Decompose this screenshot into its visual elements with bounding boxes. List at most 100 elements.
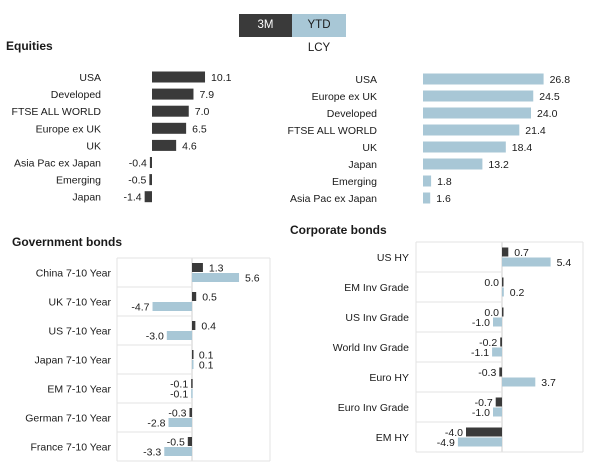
- bar: [423, 192, 431, 204]
- category-label: Asia Pac ex Japan: [290, 193, 377, 205]
- bar-ytd: [457, 437, 502, 447]
- category-label: UK: [362, 142, 377, 154]
- bar-3m: [502, 277, 504, 287]
- data-label: -3.3: [143, 447, 161, 459]
- legend: 3M LCY YTD LCY: [239, 14, 346, 54]
- bar-3m: [187, 437, 192, 446]
- data-label: -0.4: [129, 158, 147, 170]
- corporate-bonds-title: Corporate bonds: [290, 223, 387, 237]
- bar-ytd: [493, 317, 502, 327]
- category-label: US HY: [377, 252, 409, 264]
- data-label: 7.9: [199, 89, 214, 101]
- legend-ytd-lcy[interactable]: YTD LCY: [292, 14, 346, 54]
- data-label: -4.0: [445, 427, 463, 439]
- data-label: 13.2: [488, 159, 509, 171]
- category-label: Europe ex UK: [36, 123, 101, 135]
- data-label: 0.5: [202, 292, 217, 304]
- bar: [152, 122, 187, 134]
- bar: [423, 175, 432, 187]
- bar-ytd: [492, 347, 502, 357]
- data-label: 0.4: [201, 321, 216, 333]
- data-label: -0.1: [170, 389, 188, 401]
- data-label: -0.5: [128, 175, 146, 187]
- category-label: Developed: [51, 89, 101, 101]
- bar: [152, 88, 194, 100]
- data-label: 0.1: [199, 350, 214, 362]
- category-label: Developed: [327, 108, 377, 120]
- bar-3m: [502, 307, 504, 317]
- government-bonds-title: Government bonds: [12, 235, 123, 249]
- bar-ytd: [191, 389, 193, 398]
- category-label: Euro HY: [369, 372, 409, 384]
- data-label: -3.0: [146, 331, 164, 343]
- data-label: -0.3: [168, 408, 186, 420]
- data-label: 5.4: [557, 257, 572, 269]
- category-label: FTSE ALL WORLD: [12, 106, 102, 118]
- category-label: World Inv Grade: [333, 342, 409, 354]
- data-label: 21.4: [525, 125, 546, 137]
- bar-3m: [192, 263, 203, 272]
- category-label: FTSE ALL WORLD: [288, 125, 378, 137]
- bar-ytd: [502, 287, 504, 297]
- category-label: EM 7-10 Year: [47, 384, 111, 396]
- bar: [152, 105, 189, 117]
- category-label: Emerging: [332, 176, 377, 188]
- category-label: USA: [355, 74, 377, 86]
- category-label: Asia Pac ex Japan: [14, 158, 101, 170]
- data-label: 24.5: [539, 91, 560, 103]
- bar-3m: [192, 321, 196, 330]
- data-label: -1.0: [472, 317, 490, 329]
- bar-ytd: [166, 331, 192, 340]
- data-label: 26.8: [550, 74, 571, 86]
- bar-3m: [192, 292, 197, 301]
- bar: [423, 73, 544, 85]
- equities-title: Equities: [6, 39, 53, 53]
- data-label: -1.4: [124, 192, 142, 204]
- data-label: -0.3: [478, 367, 496, 379]
- bar-ytd: [152, 302, 192, 311]
- category-label: German 7-10 Year: [25, 413, 111, 425]
- data-label: -0.1: [170, 379, 188, 391]
- bar-ytd: [192, 273, 240, 282]
- data-label: 7.0: [195, 106, 210, 118]
- category-label: USA: [79, 72, 101, 84]
- category-label: Japan: [348, 159, 377, 171]
- bar: [423, 141, 506, 153]
- bar-3m: [192, 350, 194, 359]
- data-label: -1.1: [471, 347, 489, 359]
- bar-3m: [500, 337, 502, 347]
- data-label: 0.7: [514, 247, 529, 259]
- bar: [423, 158, 483, 170]
- bar: [149, 157, 152, 168]
- category-label: Europe ex UK: [312, 91, 377, 103]
- bar-ytd: [502, 377, 536, 387]
- bar: [144, 191, 152, 203]
- bar: [152, 139, 177, 151]
- data-label: 3.7: [541, 377, 556, 389]
- category-label: Euro Inv Grade: [338, 402, 409, 414]
- data-label: -4.9: [437, 437, 455, 449]
- legend-3m-lcy[interactable]: 3M LCY: [239, 14, 292, 54]
- data-label: 18.4: [512, 142, 533, 154]
- category-label: China 7-10 Year: [36, 268, 112, 280]
- bar: [149, 174, 152, 186]
- data-label: 0.0: [484, 277, 499, 289]
- bar-ytd: [168, 418, 192, 427]
- data-label: 10.1: [211, 72, 232, 84]
- data-label: -0.5: [167, 437, 185, 449]
- category-label: US Inv Grade: [345, 312, 409, 324]
- bar-ytd: [192, 360, 194, 369]
- bar-3m: [495, 397, 502, 407]
- category-label: France 7-10 Year: [30, 442, 111, 454]
- bar: [423, 124, 520, 136]
- data-label: 4.6: [182, 140, 197, 152]
- bar-3m: [499, 367, 502, 377]
- data-label: 0.2: [510, 287, 525, 299]
- data-label: -1.0: [472, 407, 490, 419]
- category-label: Japan: [72, 192, 101, 204]
- category-label: Emerging: [56, 175, 101, 187]
- bar-3m: [191, 379, 193, 388]
- data-label: -4.7: [131, 302, 149, 314]
- data-label: 5.6: [245, 273, 260, 285]
- bar: [423, 90, 534, 102]
